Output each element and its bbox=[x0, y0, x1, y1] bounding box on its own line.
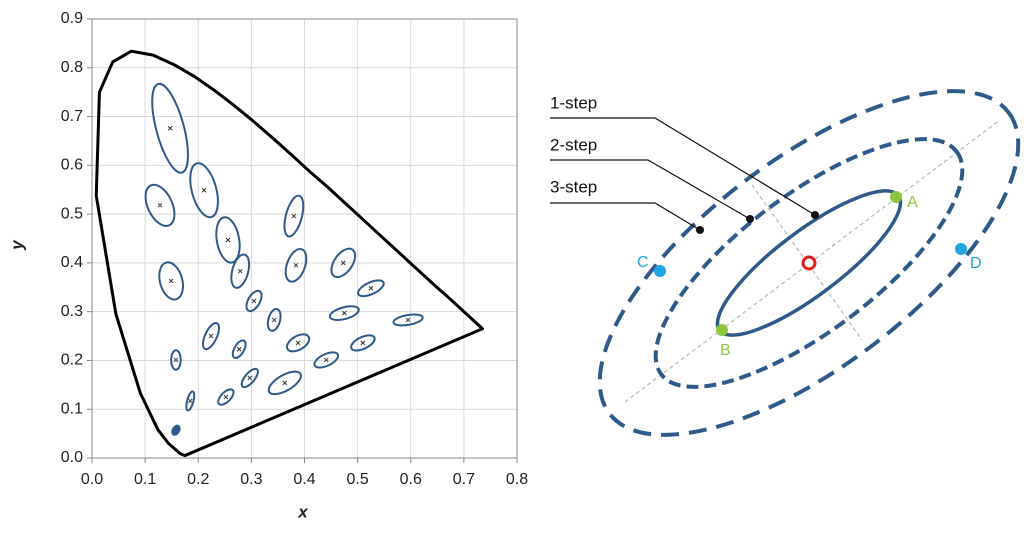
x-axis-title: x bbox=[297, 502, 309, 521]
leader-dot bbox=[811, 211, 819, 219]
two-step-ellipse bbox=[653, 137, 965, 389]
ellipse-center bbox=[247, 375, 253, 381]
macadam-ellipse bbox=[328, 305, 360, 321]
macadam-ellipse bbox=[217, 388, 235, 406]
ellipse-center bbox=[323, 357, 329, 363]
plot-frame bbox=[91, 18, 518, 459]
point-label: A bbox=[907, 194, 918, 211]
ellipse-center bbox=[291, 213, 297, 219]
macadam-ellipse bbox=[313, 351, 340, 369]
x-tick-label: 0.1 bbox=[134, 471, 156, 488]
point-label: C bbox=[637, 254, 649, 271]
macadam-ellipse bbox=[170, 349, 182, 371]
ellipse-center bbox=[271, 317, 277, 323]
macadam-ellipse bbox=[230, 253, 251, 289]
step-diagram: 1-step 2-step 3-step A B C D bbox=[550, 89, 1021, 437]
ellipse-center bbox=[223, 394, 229, 400]
y-axis-title: y bbox=[7, 239, 26, 251]
y-tick-label: 0.5 bbox=[61, 205, 83, 222]
step-label: 1-step bbox=[550, 93, 597, 112]
point-b bbox=[716, 324, 728, 336]
ellipse-center bbox=[167, 125, 173, 131]
leader-dot bbox=[696, 226, 704, 234]
point-label: B bbox=[720, 342, 731, 359]
ellipse-center bbox=[236, 346, 242, 352]
ellipse-center bbox=[225, 237, 231, 243]
macadam-ellipse bbox=[171, 424, 181, 436]
macadam-ellipse bbox=[330, 247, 357, 279]
ellipse-center bbox=[368, 285, 374, 291]
macadam-ellipse bbox=[240, 367, 259, 389]
ellipse-center bbox=[201, 187, 207, 193]
center-point bbox=[801, 255, 817, 271]
macadam-ellipse bbox=[286, 333, 311, 353]
leader-dot bbox=[746, 215, 754, 223]
x-tick-label: 0.3 bbox=[240, 471, 262, 488]
x-tick-label: 0.4 bbox=[293, 471, 315, 488]
ellipse-center bbox=[208, 333, 214, 339]
spectral-locus bbox=[94, 49, 484, 458]
ellipse-center bbox=[340, 260, 346, 266]
point-a bbox=[890, 191, 902, 203]
y-tick-label: 0.4 bbox=[61, 254, 83, 271]
ellipse-center bbox=[360, 340, 366, 346]
ellipse-center bbox=[237, 268, 243, 274]
step-label: 2-step bbox=[550, 135, 597, 154]
macadam-ellipse bbox=[283, 194, 305, 238]
point-c bbox=[654, 265, 666, 277]
macadam-ellipse bbox=[266, 308, 282, 332]
ellipse-center bbox=[187, 398, 193, 404]
x-tick-label: 0.7 bbox=[453, 471, 475, 488]
macadam-ellipse bbox=[350, 334, 376, 352]
macadam-ellipse bbox=[245, 289, 263, 313]
macadam-ellipse bbox=[357, 279, 385, 298]
leader-line bbox=[550, 202, 701, 231]
ellipse-center bbox=[341, 310, 347, 316]
macadam-ellipse bbox=[151, 82, 189, 174]
minor-axis bbox=[751, 184, 863, 341]
y-tick-label: 0.3 bbox=[61, 303, 83, 320]
leader-line bbox=[550, 117, 816, 216]
y-tick-label: 0.8 bbox=[61, 59, 83, 76]
leader-line bbox=[550, 159, 751, 220]
y-tick-label: 0.6 bbox=[61, 157, 83, 174]
ellipse-center bbox=[168, 278, 174, 284]
ellipse-center bbox=[295, 340, 301, 346]
macadam-ellipse bbox=[267, 370, 302, 396]
macadam-ellipse bbox=[185, 390, 196, 412]
ellipse-center bbox=[293, 262, 299, 268]
x-tick-label: 0.5 bbox=[347, 471, 369, 488]
macadam-ellipse bbox=[231, 339, 247, 360]
x-tick-label: 0.8 bbox=[506, 471, 528, 488]
point-label: D bbox=[970, 255, 982, 272]
x-tick-label: 0.2 bbox=[187, 471, 209, 488]
step-label: 3-step bbox=[550, 177, 597, 196]
macadam-ellipse bbox=[189, 162, 219, 219]
macadam-ellipse bbox=[215, 216, 241, 264]
y-tick-label: 0.7 bbox=[61, 108, 83, 125]
y-tick-label: 0.0 bbox=[61, 449, 83, 466]
ellipse-center bbox=[282, 380, 288, 386]
point-d bbox=[955, 243, 967, 255]
x-tick-label: 0.6 bbox=[400, 471, 422, 488]
y-tick-label: 0.2 bbox=[61, 352, 83, 369]
macadam-ellipse bbox=[202, 321, 220, 351]
x-tick-label: 0.0 bbox=[81, 471, 103, 488]
macadam-ellipse bbox=[158, 261, 185, 301]
macadam-ellipse bbox=[144, 183, 176, 227]
three-step-ellipse bbox=[597, 89, 1021, 437]
y-tick-label: 0.1 bbox=[61, 400, 83, 417]
y-tick-label: 0.9 bbox=[61, 10, 83, 27]
ellipse-center bbox=[251, 298, 257, 304]
macadam-ellipse bbox=[284, 247, 308, 283]
ellipse-center bbox=[157, 202, 163, 208]
ellipse-center bbox=[173, 357, 179, 363]
ellipse-center bbox=[405, 317, 411, 323]
macadam-ellipse bbox=[392, 313, 424, 327]
